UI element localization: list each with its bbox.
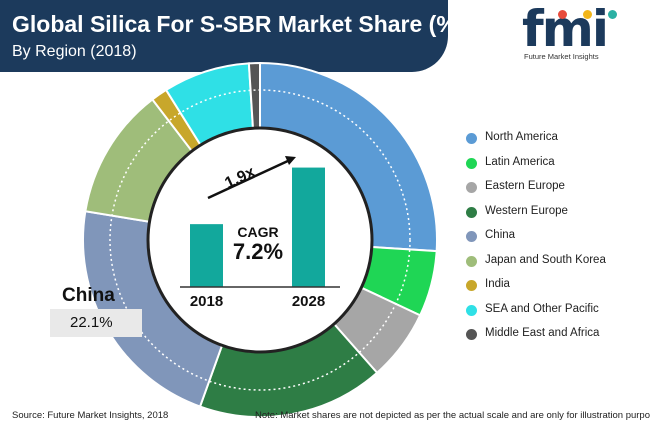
growth-bar-2018: [190, 224, 223, 287]
chart-title: Global Silica For S-SBR Market Share (%): [12, 11, 465, 37]
logo-wordmark: fmi: [522, 0, 609, 58]
legend-swatch: [466, 280, 477, 291]
legend-swatch: [466, 133, 477, 144]
highlight-region-label: China: [62, 285, 115, 306]
logo-tagline: Future Market Insights: [524, 52, 599, 61]
legend-label: SEA and Other Pacific: [485, 302, 599, 315]
chart-subtitle: By Region (2018): [12, 43, 137, 60]
logo-dot-red: [558, 10, 567, 19]
logo-dot-teal: [608, 10, 617, 19]
cagr-value: 7.2%: [233, 239, 283, 264]
legend-swatch: [466, 157, 477, 169]
legend-label: Latin America: [485, 155, 555, 168]
legend-label: Middle East and Africa: [485, 327, 600, 339]
legend-swatch: [466, 255, 477, 267]
disclaimer-note: Note: Market shares are not depicted as …: [255, 410, 650, 421]
bar-label-2028: 2028: [292, 293, 325, 310]
legend-label: Eastern Europe: [485, 180, 565, 192]
logo-dot-yellow: [583, 10, 592, 19]
cagr-label: CAGR: [237, 224, 278, 240]
legend-swatch: [466, 231, 477, 242]
growth-bar-2028: [292, 167, 325, 287]
legend-swatch: [466, 304, 477, 316]
source-note: Source: Future Market Insights, 2018: [12, 410, 169, 421]
legend-label: India: [485, 278, 510, 290]
fmi-logo: fmi Future Market Insights: [520, 0, 636, 66]
highlight-value-box: [50, 309, 142, 337]
growth-arrowhead-icon: [285, 156, 296, 165]
legend-label: China: [485, 229, 516, 241]
legend-swatch: [466, 329, 477, 340]
bar-label-2018: 2018: [190, 293, 223, 310]
bar-category-labels: 2018 2028: [190, 293, 325, 310]
legend-swatch: [466, 182, 477, 193]
legend-label: North America: [485, 131, 558, 143]
title-banner: Global Silica For S-SBR Market Share (%)…: [0, 0, 464, 72]
legend-swatch: [466, 206, 477, 218]
outer-ring-line: [109, 89, 411, 391]
growth-bars: [190, 167, 325, 287]
legend-label: Western Europe: [485, 204, 568, 217]
highlight-value: 22.1%: [70, 314, 113, 331]
growth-arrow: [207, 158, 291, 200]
legend-label: Japan and South Korea: [485, 253, 606, 266]
